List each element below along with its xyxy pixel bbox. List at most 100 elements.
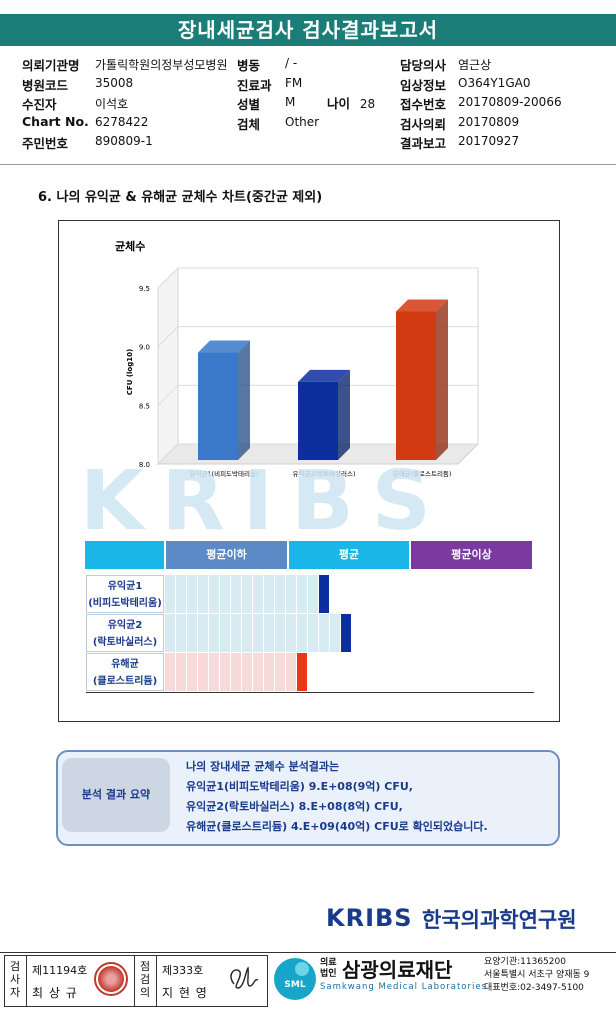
level-cell — [286, 614, 296, 652]
row-label: 유해균 (클로스트리듐) — [86, 653, 164, 691]
level-cell — [176, 614, 186, 652]
sml-text: SML — [284, 980, 305, 990]
section-title: 6. 나의 유익균 & 유해균 균체수 차트(중간균 제외) — [38, 190, 323, 205]
header-below-average: 평균이하 — [166, 541, 287, 569]
level-cell — [297, 575, 307, 613]
org-contact: 요양기관:11365200 서울특별시 서초구 양재동 9 대표번호:02-34… — [484, 956, 616, 995]
gridline — [157, 443, 478, 465]
age-label: 나이 — [327, 96, 351, 111]
info-label: 진료과 — [237, 77, 272, 93]
chart-side-wall — [157, 266, 179, 466]
level-cell — [308, 575, 318, 613]
info-value: FM — [285, 75, 303, 90]
info-label: 임상정보 — [400, 77, 447, 93]
age-field: 나이 28 — [327, 93, 375, 112]
bars — [198, 299, 448, 460]
bar — [396, 299, 448, 460]
kribs-name: 한국의과학연구원 — [422, 908, 577, 932]
level-cell — [187, 575, 197, 613]
x-tick-label: 유해균(클로스트리듐) — [393, 469, 452, 478]
info-value: 890809-1 — [95, 134, 153, 148]
level-cell — [220, 653, 230, 691]
y-axis-label: CFU (log10) — [126, 349, 134, 395]
level-cell — [165, 575, 175, 613]
level-cell — [286, 575, 296, 613]
bar — [198, 340, 250, 460]
level-cell — [330, 614, 340, 652]
info-label: 주민번호 — [22, 136, 69, 151]
level-marker — [341, 614, 351, 652]
gridline — [157, 326, 478, 348]
x-tick-label: 유익균1(비피도박테리움) — [189, 469, 258, 478]
level-cell — [198, 614, 208, 652]
org-tag-2: 법인 — [320, 969, 337, 979]
level-cell — [187, 653, 197, 691]
info-value: 35008 — [95, 75, 134, 90]
level-cell — [319, 614, 329, 652]
divider — [0, 164, 616, 165]
info-value: 이석호 — [95, 97, 129, 111]
info-value: Other — [285, 114, 320, 129]
level-cell — [209, 575, 219, 613]
summary-line-1: 나의 장내세균 균체수 분석결과는 — [186, 760, 340, 773]
org-code: 요양기관:11365200 — [484, 957, 566, 967]
handwritten-signature — [230, 966, 259, 989]
kribs-watermark: KRIBS — [80, 454, 449, 549]
level-cell — [242, 575, 252, 613]
row-label: 유익균1 (비피도박테리움) — [86, 575, 164, 613]
level-cell — [297, 614, 307, 652]
level-cell — [286, 653, 296, 691]
info-label: 병원코드 — [22, 77, 69, 93]
level-cell — [231, 653, 241, 691]
y-tick-label: 8.5 — [139, 402, 150, 410]
info-label: 검체 — [237, 116, 261, 132]
level-marker — [297, 653, 307, 691]
org-tag-1: 의료 — [320, 958, 337, 968]
tester-name: 최 상 규 — [32, 986, 78, 1000]
info-value: 염근상 — [458, 58, 492, 72]
seal-stamp — [94, 962, 128, 996]
level-cell — [264, 575, 274, 613]
org-phone: 대표번호:02-3497-5100 — [484, 983, 584, 993]
divider — [134, 955, 135, 1006]
table-bottom-line — [86, 692, 534, 693]
info-label: Chart No. — [22, 113, 89, 129]
info-label: 의뢰기관명 — [22, 58, 80, 73]
header-average: 평균 — [289, 541, 409, 569]
level-cell — [231, 575, 241, 613]
level-cell — [264, 614, 274, 652]
kribs-logo: KRIBS — [326, 904, 413, 932]
x-axis-labels: 유익균1(비피도박테리움) 유익균2(락토바실러스) 유해균(클로스트리듐) — [189, 469, 451, 478]
age-value: 28 — [359, 97, 376, 111]
level-cell — [242, 614, 252, 652]
info-value: 6278422 — [95, 114, 149, 129]
level-cell — [165, 653, 175, 691]
info-label: 담당의사 — [400, 58, 447, 73]
report-title: 장내세균검사 검사결과보고서 — [0, 14, 616, 46]
row-label-line1: 유익균2 — [107, 620, 143, 631]
info-value: 20170927 — [458, 134, 520, 148]
info-value: 가톨릭학원의정부성모병원 — [95, 58, 228, 72]
info-value: 20170809 — [458, 114, 520, 129]
summary-line-4: 유해균(클로스트리듐) 4.E+09(40억) CFU로 확인되었습니다. — [186, 820, 488, 833]
row-label: 유익균2 (락토바실러스) — [86, 614, 164, 652]
info-label: 수진자 — [22, 97, 57, 112]
info-value: 20170809-20066 — [458, 95, 562, 109]
org-english-name: Samkwang Medical Laboratories — [320, 982, 488, 992]
gridlines — [157, 267, 478, 465]
row-label-line2: (락토바실러스) — [92, 637, 158, 648]
level-cell — [242, 653, 252, 691]
info-label: 검사의뢰 — [400, 116, 447, 132]
bar — [298, 369, 350, 460]
tester-label: 검사자 — [9, 960, 21, 999]
info-label: 성별 — [237, 97, 261, 112]
info-value: M — [285, 95, 296, 109]
level-cell — [198, 575, 208, 613]
org-tag: 의료 법인 — [320, 958, 337, 980]
summary-line-2: 유익균1(비피도박테리움) 9.E+08(9억) CFU, — [186, 780, 413, 793]
level-cell — [187, 614, 197, 652]
y-axis-ticks: 8.0 8.5 9.0 9.5 — [139, 285, 150, 469]
row-label-line2: (클로스트리듐) — [92, 676, 158, 687]
summary-label: 분석 결과 요약 — [62, 758, 170, 832]
level-cell — [264, 653, 274, 691]
